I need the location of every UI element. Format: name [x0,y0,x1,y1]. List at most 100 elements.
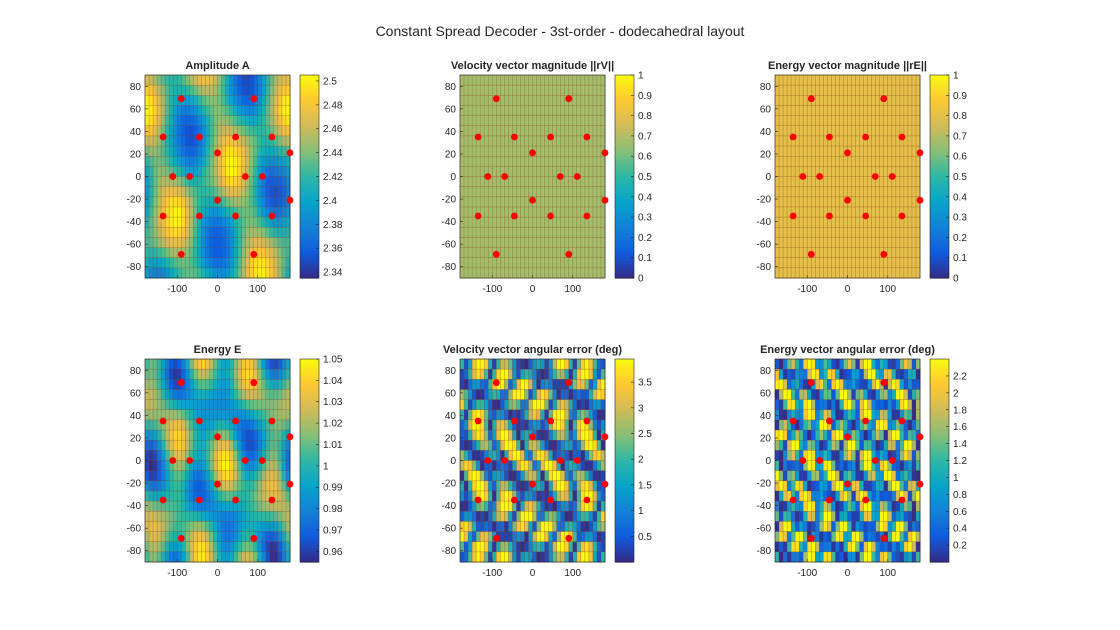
heatmap-cell [496,257,501,269]
heatmap-cell [500,115,505,127]
heatmap-cell [488,206,493,218]
heatmap-cell [265,206,271,218]
colorbar-segment [615,274,634,279]
heatmap-cell [157,75,162,86]
heatmap-cell [576,105,582,117]
heatmap-cell [165,217,170,228]
heatmap-cell [903,156,909,167]
heatmap-cell [544,379,550,390]
heatmap-cell [580,501,586,512]
heatmap-cell [819,166,824,177]
heatmap-cell [903,125,909,137]
heatmap-cell [803,440,808,451]
heatmap-cell [899,196,905,208]
heatmap-cell [855,85,861,96]
heatmap-cell [915,267,921,279]
heatmap-cell [863,105,869,117]
heatmap-cell [536,440,542,451]
heatmap-cell [173,440,178,451]
heatmap-cell [584,460,590,472]
heatmap-cell [891,257,897,269]
heatmap-cell [189,156,194,167]
heatmap-cell [217,257,223,269]
heatmap-cell [265,409,271,421]
heatmap-cell [229,430,235,441]
heatmap-cell [568,237,574,249]
heatmap-cell [464,551,469,563]
heatmap-cell [556,125,562,137]
heatmap-cell [907,146,913,157]
heatmap-cell [528,247,533,259]
speaker-marker [241,173,249,180]
heatmap-cell [472,490,477,502]
speaker-marker [826,133,833,141]
heatmap-cell [899,206,905,218]
heatmap-cell [847,135,853,147]
heatmap-cell [811,105,816,117]
heatmap-cell [468,75,473,86]
heatmap-cell [524,460,529,472]
heatmap-cell [245,369,251,380]
heatmap-cell [791,440,796,451]
heatmap-cell [819,551,824,563]
heatmap-cell [472,450,477,461]
heatmap-cell [795,419,800,431]
heatmap-cell [775,379,780,390]
heatmap-cell [787,267,792,279]
heatmap-cell [197,257,202,269]
heatmap-cell [580,440,586,451]
heatmap-cell [468,237,473,249]
heatmap-cell [588,217,594,228]
heatmap-cell [787,419,792,431]
heatmap-cell [596,359,602,370]
heatmap-cell [241,125,247,137]
heatmap-cell [883,217,889,228]
speaker-marker [492,534,500,542]
heatmap-cell [791,521,796,533]
heatmap-cell [568,409,574,421]
heatmap-cell [285,521,291,533]
heatmap-cell [556,399,562,411]
heatmap-cell [895,267,901,279]
heatmap-cell [273,186,279,198]
heatmap-cell [516,267,521,279]
heatmap-cell [149,176,154,188]
heatmap-cell [241,460,247,472]
heatmap-cell [572,156,578,167]
heatmap-cell [229,105,235,117]
heatmap-cell [540,156,546,167]
heatmap-cell [799,490,804,502]
heatmap-cell [520,176,525,188]
heatmap-cell [855,105,861,117]
colorbar-segment [300,146,319,151]
colorbar-segment [615,264,634,269]
heatmap-cell [600,399,606,411]
heatmap-cell [564,460,570,472]
colorbar-segment [615,365,634,370]
heatmap-cell [173,369,178,380]
heatmap-cell [484,369,489,380]
colorbar-segment [300,169,319,174]
heatmap-cell [213,267,218,279]
heatmap-cell [863,75,869,86]
heatmap-cell [213,95,218,106]
colorbar-segment [615,497,634,502]
speaker-marker [169,457,177,464]
heatmap-cell [560,419,566,431]
heatmap-cell [277,460,283,472]
colorbar-segment [300,365,319,370]
heatmap-cell [209,85,214,96]
heatmap-cell [903,217,909,228]
heatmap-cell [161,146,166,157]
heatmap-cell [831,460,836,472]
heatmap-cell [843,470,848,482]
heatmap-cell [145,247,150,259]
colorbar-tick-label: 2 [638,455,644,466]
heatmap-cell [596,480,602,492]
heatmap-cell [596,85,602,96]
heatmap-cell [576,359,582,370]
heatmap-cell [887,125,893,137]
heatmap-cell [552,166,558,177]
heatmap-cell [229,267,235,279]
heatmap-cell [249,146,255,157]
